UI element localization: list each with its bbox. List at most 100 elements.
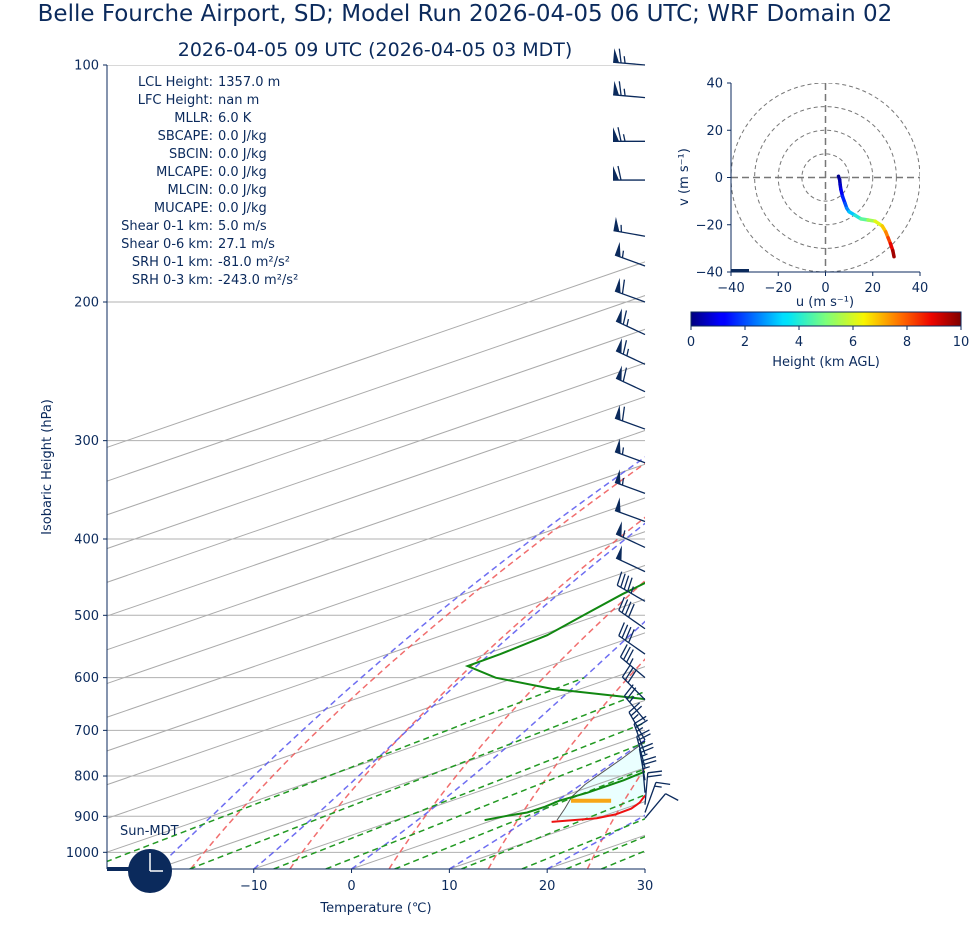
pressure-tick-label: 600 xyxy=(74,671,99,686)
stat-value: 1357.0 m xyxy=(218,75,280,90)
dry-adiabat-line xyxy=(786,65,969,869)
wind-barb xyxy=(613,217,645,236)
dry-adiabat-lines xyxy=(191,65,969,869)
wind-barb-shaft xyxy=(615,255,645,266)
wind-barb-shaft xyxy=(645,794,666,819)
colorbar-tick-label: 6 xyxy=(849,335,857,350)
wind-barb xyxy=(615,278,645,302)
dry-adiabat-line xyxy=(885,65,969,869)
wind-barb xyxy=(617,572,645,602)
isotherm-line xyxy=(743,65,969,869)
wind-barb-full xyxy=(623,310,626,324)
hodograph-x-tick-label: −40 xyxy=(717,281,744,296)
moist-adiabat-line xyxy=(645,65,969,869)
colorbar-label: Height (km AGL) xyxy=(772,355,880,370)
mixing-ratio-line xyxy=(601,678,969,869)
wind-barbs xyxy=(613,48,678,818)
isotherm-lines xyxy=(0,65,969,869)
wind-barb-full xyxy=(619,81,621,95)
temperature-tick-label: 30 xyxy=(637,879,654,894)
pressure-tick-label: 1000 xyxy=(66,846,99,861)
mixing-ratio-line xyxy=(326,678,809,869)
wind-barb xyxy=(613,127,645,141)
wind-barb xyxy=(619,597,645,629)
stat-value: 27.1 m/s xyxy=(218,237,275,252)
mixing-ratio-line xyxy=(522,678,969,869)
isotherm-line xyxy=(645,65,969,869)
wind-barb xyxy=(616,366,645,392)
colorbar-gradient xyxy=(691,312,961,326)
stat-label: MLCAPE: xyxy=(156,165,213,180)
isotherm-line xyxy=(0,65,969,869)
wind-barb-half xyxy=(633,714,638,719)
wind-barb-full xyxy=(647,775,661,777)
stat-value: 0.0 J/kg xyxy=(218,183,267,198)
wind-barb-half xyxy=(622,251,623,258)
stat-label: LFC Height: xyxy=(138,93,213,108)
wind-barb-flag xyxy=(615,242,621,257)
hodograph-y-tick-label: −40 xyxy=(696,266,723,281)
skew-y-axis-label: Isobaric Height (hPa) xyxy=(40,399,55,535)
wind-barb xyxy=(616,338,645,364)
isotherm-line xyxy=(0,65,969,869)
temperature-tick-label: −10 xyxy=(240,879,267,894)
pressure-tick-label: 900 xyxy=(74,810,99,825)
wind-barb-flag xyxy=(615,469,621,484)
stat-label: MLLR: xyxy=(174,111,213,126)
wind-barb xyxy=(624,685,645,721)
wind-barb xyxy=(619,623,645,655)
isotherm-line xyxy=(0,65,969,869)
wind-barb-full xyxy=(622,407,624,421)
colorbar-tick-label: 8 xyxy=(903,335,911,350)
wind-barb xyxy=(615,405,645,429)
hodograph-y-tick-label: 0 xyxy=(715,171,723,186)
dry-adiabat-line xyxy=(191,65,969,869)
hodograph-y-axis-label: v (m s⁻¹) xyxy=(677,148,692,206)
wind-barb-full xyxy=(623,340,626,354)
temperature-tick-label: 20 xyxy=(539,879,556,894)
wind-barb-shaft xyxy=(615,452,645,463)
wind-barb-shaft xyxy=(615,482,645,493)
wind-barb xyxy=(615,439,645,463)
wind-barb-half xyxy=(624,134,626,141)
wind-barb-full xyxy=(624,576,628,590)
hodograph-y-tick-label: 40 xyxy=(706,77,723,92)
wind-barb-shaft xyxy=(613,95,645,98)
stat-value: 0.0 J/kg xyxy=(218,165,267,180)
wind-barb-flag xyxy=(613,48,619,62)
wind-barb-shaft xyxy=(645,773,648,805)
stat-label: Shear 0-1 km: xyxy=(121,219,213,234)
isotherm-line xyxy=(352,65,969,869)
isotherm-line xyxy=(0,65,969,869)
isotherm-line xyxy=(0,65,969,869)
hodograph-x-axis-label: u (m s⁻¹) xyxy=(796,295,854,310)
wind-barb-flag xyxy=(615,278,621,293)
wind-barb xyxy=(613,81,645,98)
figure-title: Belle Fourche Airport, SD; Model Run 202… xyxy=(38,1,893,27)
sun-label: Sun-MDT xyxy=(120,824,179,839)
colorbar-tick-label: 4 xyxy=(795,335,803,350)
wind-barb-full xyxy=(622,280,624,294)
wind-barb-flag xyxy=(613,217,619,232)
stat-value: 5.0 m/s xyxy=(218,219,267,234)
wind-barb-shaft xyxy=(615,418,645,429)
stat-value: 0.0 J/kg xyxy=(218,129,267,144)
wind-barb-half xyxy=(624,56,625,63)
isotherm-line xyxy=(0,65,969,869)
colorbar-tick-label: 2 xyxy=(741,335,749,350)
wind-barb-full xyxy=(619,49,621,63)
isotherm-line xyxy=(449,65,969,869)
wind-barb-flag xyxy=(615,497,621,512)
hodograph-y-tick-label: 20 xyxy=(706,124,723,139)
hodograph-segment xyxy=(893,251,894,257)
isotherm-line xyxy=(547,65,969,869)
stat-value: nan m xyxy=(218,93,259,108)
